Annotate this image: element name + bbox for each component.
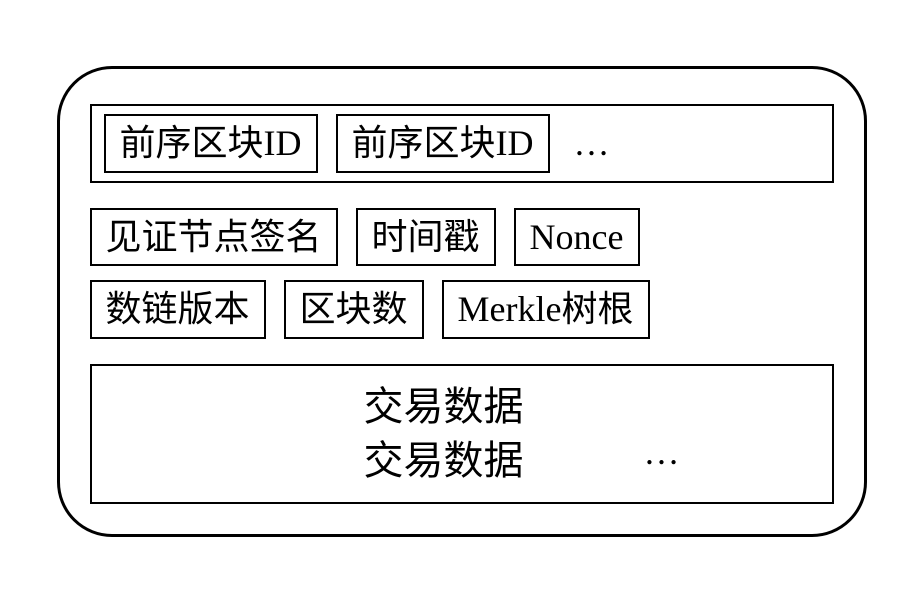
transaction-line-2: 交易数据 <box>364 434 524 488</box>
cell-witness-signature: 见证节点签名 <box>90 208 338 267</box>
row-meta-1: 见证节点签名 时间戳 Nonce <box>90 208 834 267</box>
row-prev-ids-container: 前序区块ID 前序区块ID … <box>90 104 834 183</box>
cell-chain-version: 数链版本 <box>90 280 266 339</box>
cell-nonce: Nonce <box>514 208 640 267</box>
transactions-stack: 交易数据 交易数据 <box>364 380 524 488</box>
transactions-ellipsis: … <box>644 431 680 473</box>
cell-prev-block-id-1: 前序区块ID <box>104 114 318 173</box>
cell-merkle-root: Merkle树根 <box>442 280 650 339</box>
transaction-line-1: 交易数据 <box>364 380 524 434</box>
row1-ellipsis: … <box>568 122 616 164</box>
cell-block-count: 区块数 <box>284 280 424 339</box>
block-diagram-outer: 前序区块ID 前序区块ID … 见证节点签名 时间戳 Nonce 数链版本 区块… <box>57 66 867 537</box>
transactions-container: 交易数据 交易数据 … <box>90 364 834 504</box>
cell-timestamp: 时间戳 <box>356 208 496 267</box>
cell-prev-block-id-2: 前序区块ID <box>336 114 550 173</box>
row-meta-2: 数链版本 区块数 Merkle树根 <box>90 280 834 339</box>
